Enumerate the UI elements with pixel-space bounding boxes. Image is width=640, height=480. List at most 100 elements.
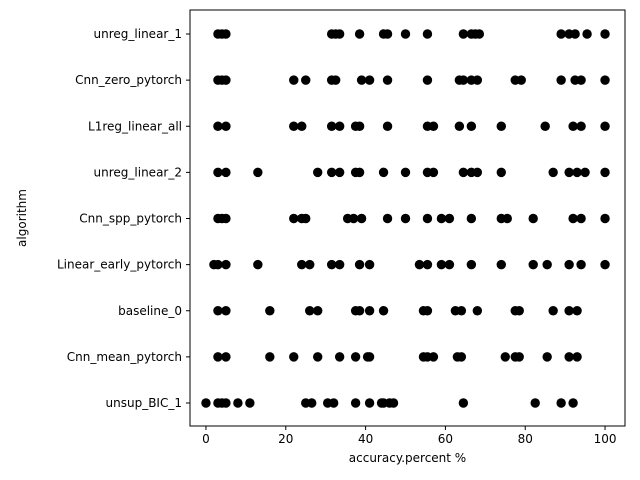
data-point: [364, 75, 375, 85]
data-point: [364, 398, 375, 408]
data-point: [548, 167, 558, 178]
data-point: [313, 306, 323, 316]
data-point: [356, 213, 367, 224]
data-point: [458, 167, 469, 178]
data-point: [580, 167, 590, 178]
data-point: [356, 75, 367, 85]
data-point: [568, 398, 578, 408]
data-point: [245, 398, 255, 408]
data-point: [542, 352, 552, 362]
data-point: [233, 398, 243, 408]
data-point: [382, 213, 393, 224]
data-point: [530, 398, 540, 408]
data-point: [213, 259, 223, 270]
data-point: [334, 167, 345, 178]
x-tick-label: 0: [202, 432, 210, 446]
data-point: [568, 121, 578, 131]
data-point: [564, 352, 574, 362]
data-point: [221, 167, 231, 178]
data-points: [201, 29, 610, 408]
data-point: [458, 398, 469, 408]
data-point: [400, 213, 411, 224]
data-point: [502, 213, 512, 224]
data-point: [600, 121, 610, 131]
data-point: [528, 259, 538, 270]
data-point: [564, 306, 574, 316]
data-point: [265, 352, 275, 362]
data-point: [556, 29, 566, 39]
data-point: [213, 306, 223, 316]
data-point: [422, 75, 433, 85]
data-point: [456, 352, 467, 362]
data-point: [582, 29, 592, 39]
data-point: [456, 306, 467, 316]
data-point: [213, 167, 223, 178]
data-point: [364, 259, 375, 270]
data-point: [600, 29, 610, 39]
data-point: [514, 306, 524, 316]
y-tick-label: unreg_linear_2: [94, 165, 182, 179]
data-point: [334, 121, 345, 131]
data-point: [414, 259, 425, 270]
data-point: [354, 29, 365, 39]
data-point: [600, 259, 610, 270]
data-point: [297, 259, 307, 270]
y-tick-label: Cnn_zero_pytorch: [75, 73, 182, 87]
data-point: [428, 167, 439, 178]
data-point: [221, 29, 231, 39]
data-point: [348, 213, 359, 224]
data-point: [326, 121, 337, 131]
x-axis-label: accuracy.percent %: [349, 451, 466, 465]
data-point: [253, 259, 263, 270]
data-point: [289, 121, 299, 131]
data-point: [307, 398, 317, 408]
data-point: [382, 75, 393, 85]
data-point: [253, 167, 263, 178]
data-point: [388, 398, 399, 408]
data-point: [422, 213, 433, 224]
data-point: [436, 213, 447, 224]
data-point: [378, 167, 389, 178]
data-point: [334, 352, 345, 362]
data-point: [382, 121, 393, 131]
data-point: [289, 75, 299, 85]
data-point: [221, 398, 231, 408]
data-point: [313, 167, 323, 178]
data-point: [472, 306, 483, 316]
data-point: [496, 259, 506, 270]
data-point: [428, 121, 439, 131]
data-point: [422, 259, 433, 270]
data-point: [556, 398, 566, 408]
data-point: [444, 213, 455, 224]
data-point: [472, 167, 483, 178]
data-point: [301, 75, 311, 85]
data-point: [350, 352, 361, 362]
data-point: [328, 398, 339, 408]
y-tick-label: L1reg_linear_all: [88, 119, 182, 133]
data-point: [500, 352, 510, 362]
data-point: [600, 75, 610, 85]
data-point: [289, 352, 299, 362]
data-point: [576, 259, 586, 270]
data-point: [568, 213, 578, 224]
data-point: [458, 75, 469, 85]
data-point: [436, 259, 447, 270]
data-point: [542, 259, 552, 270]
data-point: [326, 167, 337, 178]
data-point: [466, 259, 477, 270]
data-point: [305, 259, 315, 270]
x-axis-ticks: 0 20 40 60 80 100: [202, 426, 616, 446]
data-point: [265, 306, 275, 316]
data-point: [528, 213, 538, 224]
data-point: [600, 213, 610, 224]
data-point: [474, 29, 485, 39]
x-tick-label: 40: [358, 432, 373, 446]
data-point: [378, 306, 389, 316]
data-point: [576, 121, 586, 131]
x-tick-label: 60: [438, 432, 453, 446]
y-tick-label: baseline_0: [118, 304, 182, 318]
data-point: [600, 167, 610, 178]
data-point: [516, 75, 526, 85]
data-point: [382, 29, 393, 39]
